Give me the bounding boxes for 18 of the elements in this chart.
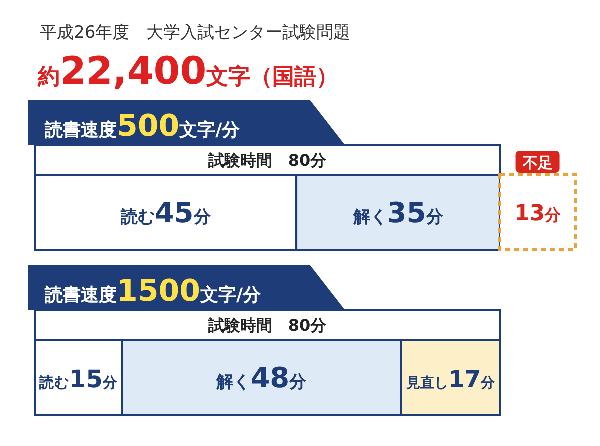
chart-subtitle: 約22,400文字（国語） <box>37 49 339 93</box>
series-label: 解く <box>352 208 388 228</box>
series-label: 読む <box>38 374 70 392</box>
series-label: 見直し <box>405 376 448 392</box>
y-tick-label: 読書速度1500文字/分 <box>44 274 262 309</box>
data-label: 35分 <box>387 196 444 230</box>
y-tick-label: 読書速度500文字/分 <box>44 109 242 144</box>
data-label: 45分 <box>154 196 212 230</box>
series-label: 不足 <box>522 154 553 172</box>
series-label: 解く <box>216 372 251 392</box>
data-label: 48分 <box>250 362 308 394</box>
annotation: 試験時間 80分 <box>207 151 328 170</box>
data-label: 15分 <box>69 366 119 394</box>
chart-title: 平成26年度 大学入試センター試験問題 <box>40 23 351 43</box>
series-label: 読む <box>120 208 155 228</box>
annotation: 試験時間 80分 <box>207 316 328 335</box>
data-label: 17分 <box>448 366 496 394</box>
data-label: 13分 <box>514 202 562 226</box>
